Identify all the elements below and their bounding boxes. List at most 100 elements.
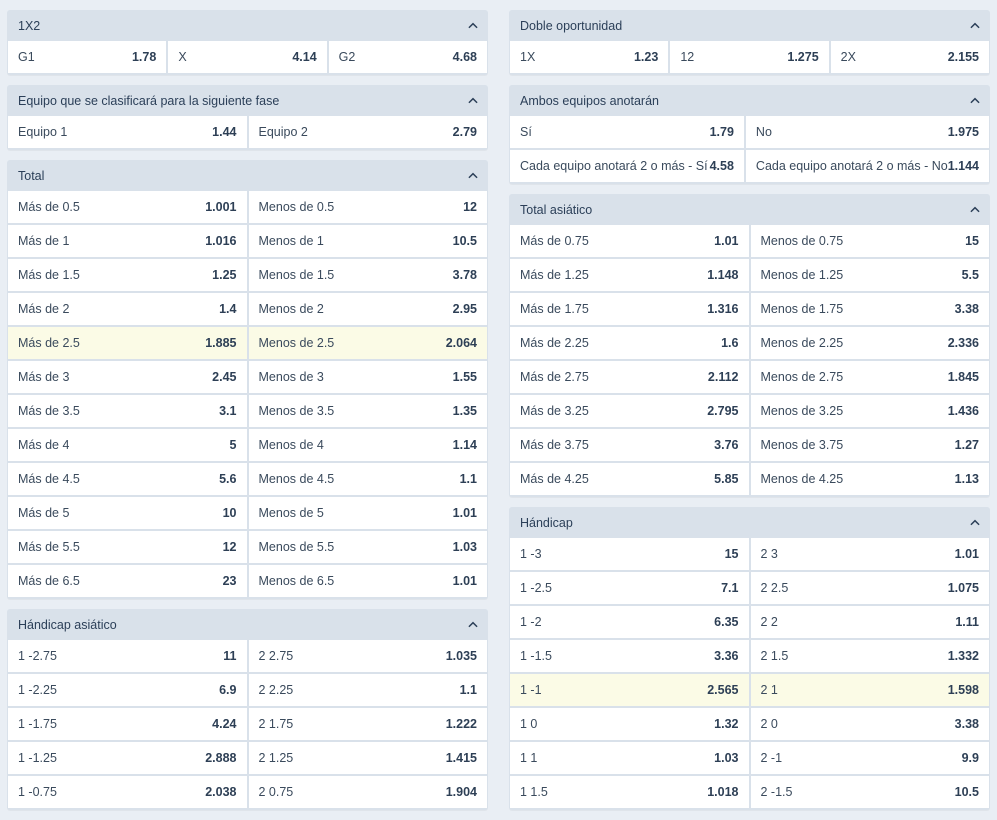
odds-button[interactable]: X 4.14 (168, 41, 327, 73)
odds-button[interactable]: Más de 5.5 12 (8, 531, 247, 563)
odds-button[interactable]: Menos de 1.75 3.38 (750, 293, 989, 325)
odds-button[interactable]: Menos de 3.75 1.27 (750, 429, 989, 461)
odds-button[interactable]: 2 -1.5 10.5 (750, 776, 989, 808)
market-header[interactable]: Total (7, 160, 488, 191)
chevron-up-icon[interactable] (468, 171, 478, 181)
odds-button[interactable]: 2 2 1.11 (750, 606, 989, 638)
outcome-label: Menos de 3.75 (760, 438, 844, 452)
odds-button[interactable]: Menos de 1.25 5.5 (750, 259, 989, 291)
odds-button[interactable]: Más de 4.5 5.6 (8, 463, 247, 495)
market-title: Equipo que se clasificará para la siguie… (18, 93, 280, 108)
odds-button[interactable]: Más de 4 5 (8, 429, 247, 461)
odds-button[interactable]: Menos de 2.25 2.336 (750, 327, 989, 359)
odds-button[interactable]: 1 -1 2.565 (510, 674, 749, 706)
odds-button[interactable]: Más de 1.5 1.25 (8, 259, 247, 291)
market-header[interactable]: Total asiático (509, 194, 990, 225)
odds-button[interactable]: Más de 4.25 5.85 (510, 463, 749, 495)
outcome-label: 2 3 (760, 547, 778, 561)
odds-button[interactable]: 1X 1.23 (510, 41, 669, 73)
odds-button[interactable]: Más de 0.5 1.001 (8, 191, 247, 223)
market-header[interactable]: Hándicap asiático (7, 609, 488, 640)
odds-button[interactable]: Menos de 4.5 1.1 (248, 463, 487, 495)
market-header[interactable]: Hándicap (509, 507, 990, 538)
odds-button[interactable]: 1 -2 6.35 (510, 606, 749, 638)
odds-button[interactable]: Más de 2 1.4 (8, 293, 247, 325)
odds-button[interactable]: Más de 3 2.45 (8, 361, 247, 393)
odds-button[interactable]: Menos de 3.25 1.436 (750, 395, 989, 427)
chevron-up-icon[interactable] (970, 96, 980, 106)
outcome-label: Menos de 4.5 (258, 472, 335, 486)
odds-button[interactable]: Menos de 0.5 12 (248, 191, 487, 223)
odds-button[interactable]: Menos de 6.5 1.01 (248, 565, 487, 597)
odds-button[interactable]: 1 -1.5 3.36 (510, 640, 749, 672)
chevron-up-icon[interactable] (970, 205, 980, 215)
odds-button[interactable]: Más de 2.75 2.112 (510, 361, 749, 393)
odds-button[interactable]: 2 1 1.598 (750, 674, 989, 706)
odds-button[interactable]: Menos de 1.5 3.78 (248, 259, 487, 291)
odds-button[interactable]: 1 0 1.32 (510, 708, 749, 740)
chevron-up-icon[interactable] (468, 21, 478, 31)
odds-button[interactable]: 12 1.275 (670, 41, 829, 73)
odds-button[interactable]: Más de 1 1.016 (8, 225, 247, 257)
odds-button[interactable]: Menos de 2 2.95 (248, 293, 487, 325)
odds-button[interactable]: 1 1 1.03 (510, 742, 749, 774)
chevron-up-icon[interactable] (468, 96, 478, 106)
chevron-up-icon[interactable] (468, 620, 478, 630)
odds-button[interactable]: Menos de 4.25 1.13 (750, 463, 989, 495)
odds-button[interactable]: Menos de 2.75 1.845 (750, 361, 989, 393)
odds-button[interactable]: 2 2.25 1.1 (248, 674, 487, 706)
odds-button[interactable]: Cada equipo anotará 2 o más - Sí 4.58 (510, 150, 744, 182)
odds-button[interactable]: 2 2.75 1.035 (248, 640, 487, 672)
odds-button[interactable]: 1 -2.75 11 (8, 640, 247, 672)
odds-button[interactable]: 1 -2.5 7.1 (510, 572, 749, 604)
odds-button[interactable]: Más de 1.25 1.148 (510, 259, 749, 291)
odds-value: 1.78 (131, 50, 157, 64)
odds-button[interactable]: Menos de 2.5 2.064 (248, 327, 487, 359)
market-header[interactable]: 1X2 (7, 10, 488, 41)
odds-button[interactable]: 2 0.75 1.904 (248, 776, 487, 808)
outcome-label: Más de 3 (18, 370, 70, 384)
odds-button[interactable]: Más de 3.75 3.76 (510, 429, 749, 461)
odds-button[interactable]: Más de 6.5 23 (8, 565, 247, 597)
chevron-up-icon[interactable] (970, 21, 980, 31)
odds-button[interactable]: 1 -0.75 2.038 (8, 776, 247, 808)
odds-button[interactable]: Menos de 4 1.14 (248, 429, 487, 461)
odds-button[interactable]: G1 1.78 (8, 41, 167, 73)
odds-button[interactable]: 2 1.5 1.332 (750, 640, 989, 672)
odds-button[interactable]: 1 -2.25 6.9 (8, 674, 247, 706)
odds-button[interactable]: No 1.975 (745, 116, 989, 148)
odds-button[interactable]: 2 -1 9.9 (750, 742, 989, 774)
odds-button[interactable]: Más de 3.25 2.795 (510, 395, 749, 427)
odds-button[interactable]: Más de 3.5 3.1 (8, 395, 247, 427)
market-header[interactable]: Doble oportunidad (509, 10, 990, 41)
odds-button[interactable]: Menos de 3.5 1.35 (248, 395, 487, 427)
odds-button[interactable]: Más de 0.75 1.01 (510, 225, 749, 257)
odds-button[interactable]: Más de 2.25 1.6 (510, 327, 749, 359)
odds-button[interactable]: Sí 1.79 (510, 116, 744, 148)
market-header[interactable]: Ambos equipos anotarán (509, 85, 990, 116)
odds-button[interactable]: 1 -1.25 2.888 (8, 742, 247, 774)
odds-button[interactable]: 1 -1.75 4.24 (8, 708, 247, 740)
odds-button[interactable]: Menos de 5 1.01 (248, 497, 487, 529)
odds-button[interactable]: 2X 2.155 (830, 41, 989, 73)
odds-button[interactable]: Menos de 3 1.55 (248, 361, 487, 393)
odds-button[interactable]: Menos de 1 10.5 (248, 225, 487, 257)
odds-button[interactable]: 2 3 1.01 (750, 538, 989, 570)
odds-button[interactable]: Más de 5 10 (8, 497, 247, 529)
odds-button[interactable]: 2 1.25 1.415 (248, 742, 487, 774)
odds-button[interactable]: Equipo 2 2.79 (248, 116, 487, 148)
chevron-up-icon[interactable] (970, 518, 980, 528)
odds-button[interactable]: Menos de 5.5 1.03 (248, 531, 487, 563)
odds-button[interactable]: 2 0 3.38 (750, 708, 989, 740)
odds-button[interactable]: Menos de 0.75 15 (750, 225, 989, 257)
market-header[interactable]: Equipo que se clasificará para la siguie… (7, 85, 488, 116)
odds-button[interactable]: 1 -3 15 (510, 538, 749, 570)
odds-button[interactable]: G2 4.68 (328, 41, 487, 73)
odds-button[interactable]: 2 1.75 1.222 (248, 708, 487, 740)
odds-button[interactable]: Más de 2.5 1.885 (8, 327, 247, 359)
odds-button[interactable]: Más de 1.75 1.316 (510, 293, 749, 325)
odds-button[interactable]: 2 2.5 1.075 (750, 572, 989, 604)
odds-button[interactable]: Cada equipo anotará 2 o más - No 1.144 (745, 150, 989, 182)
odds-button[interactable]: Equipo 1 1.44 (8, 116, 247, 148)
odds-button[interactable]: 1 1.5 1.018 (510, 776, 749, 808)
